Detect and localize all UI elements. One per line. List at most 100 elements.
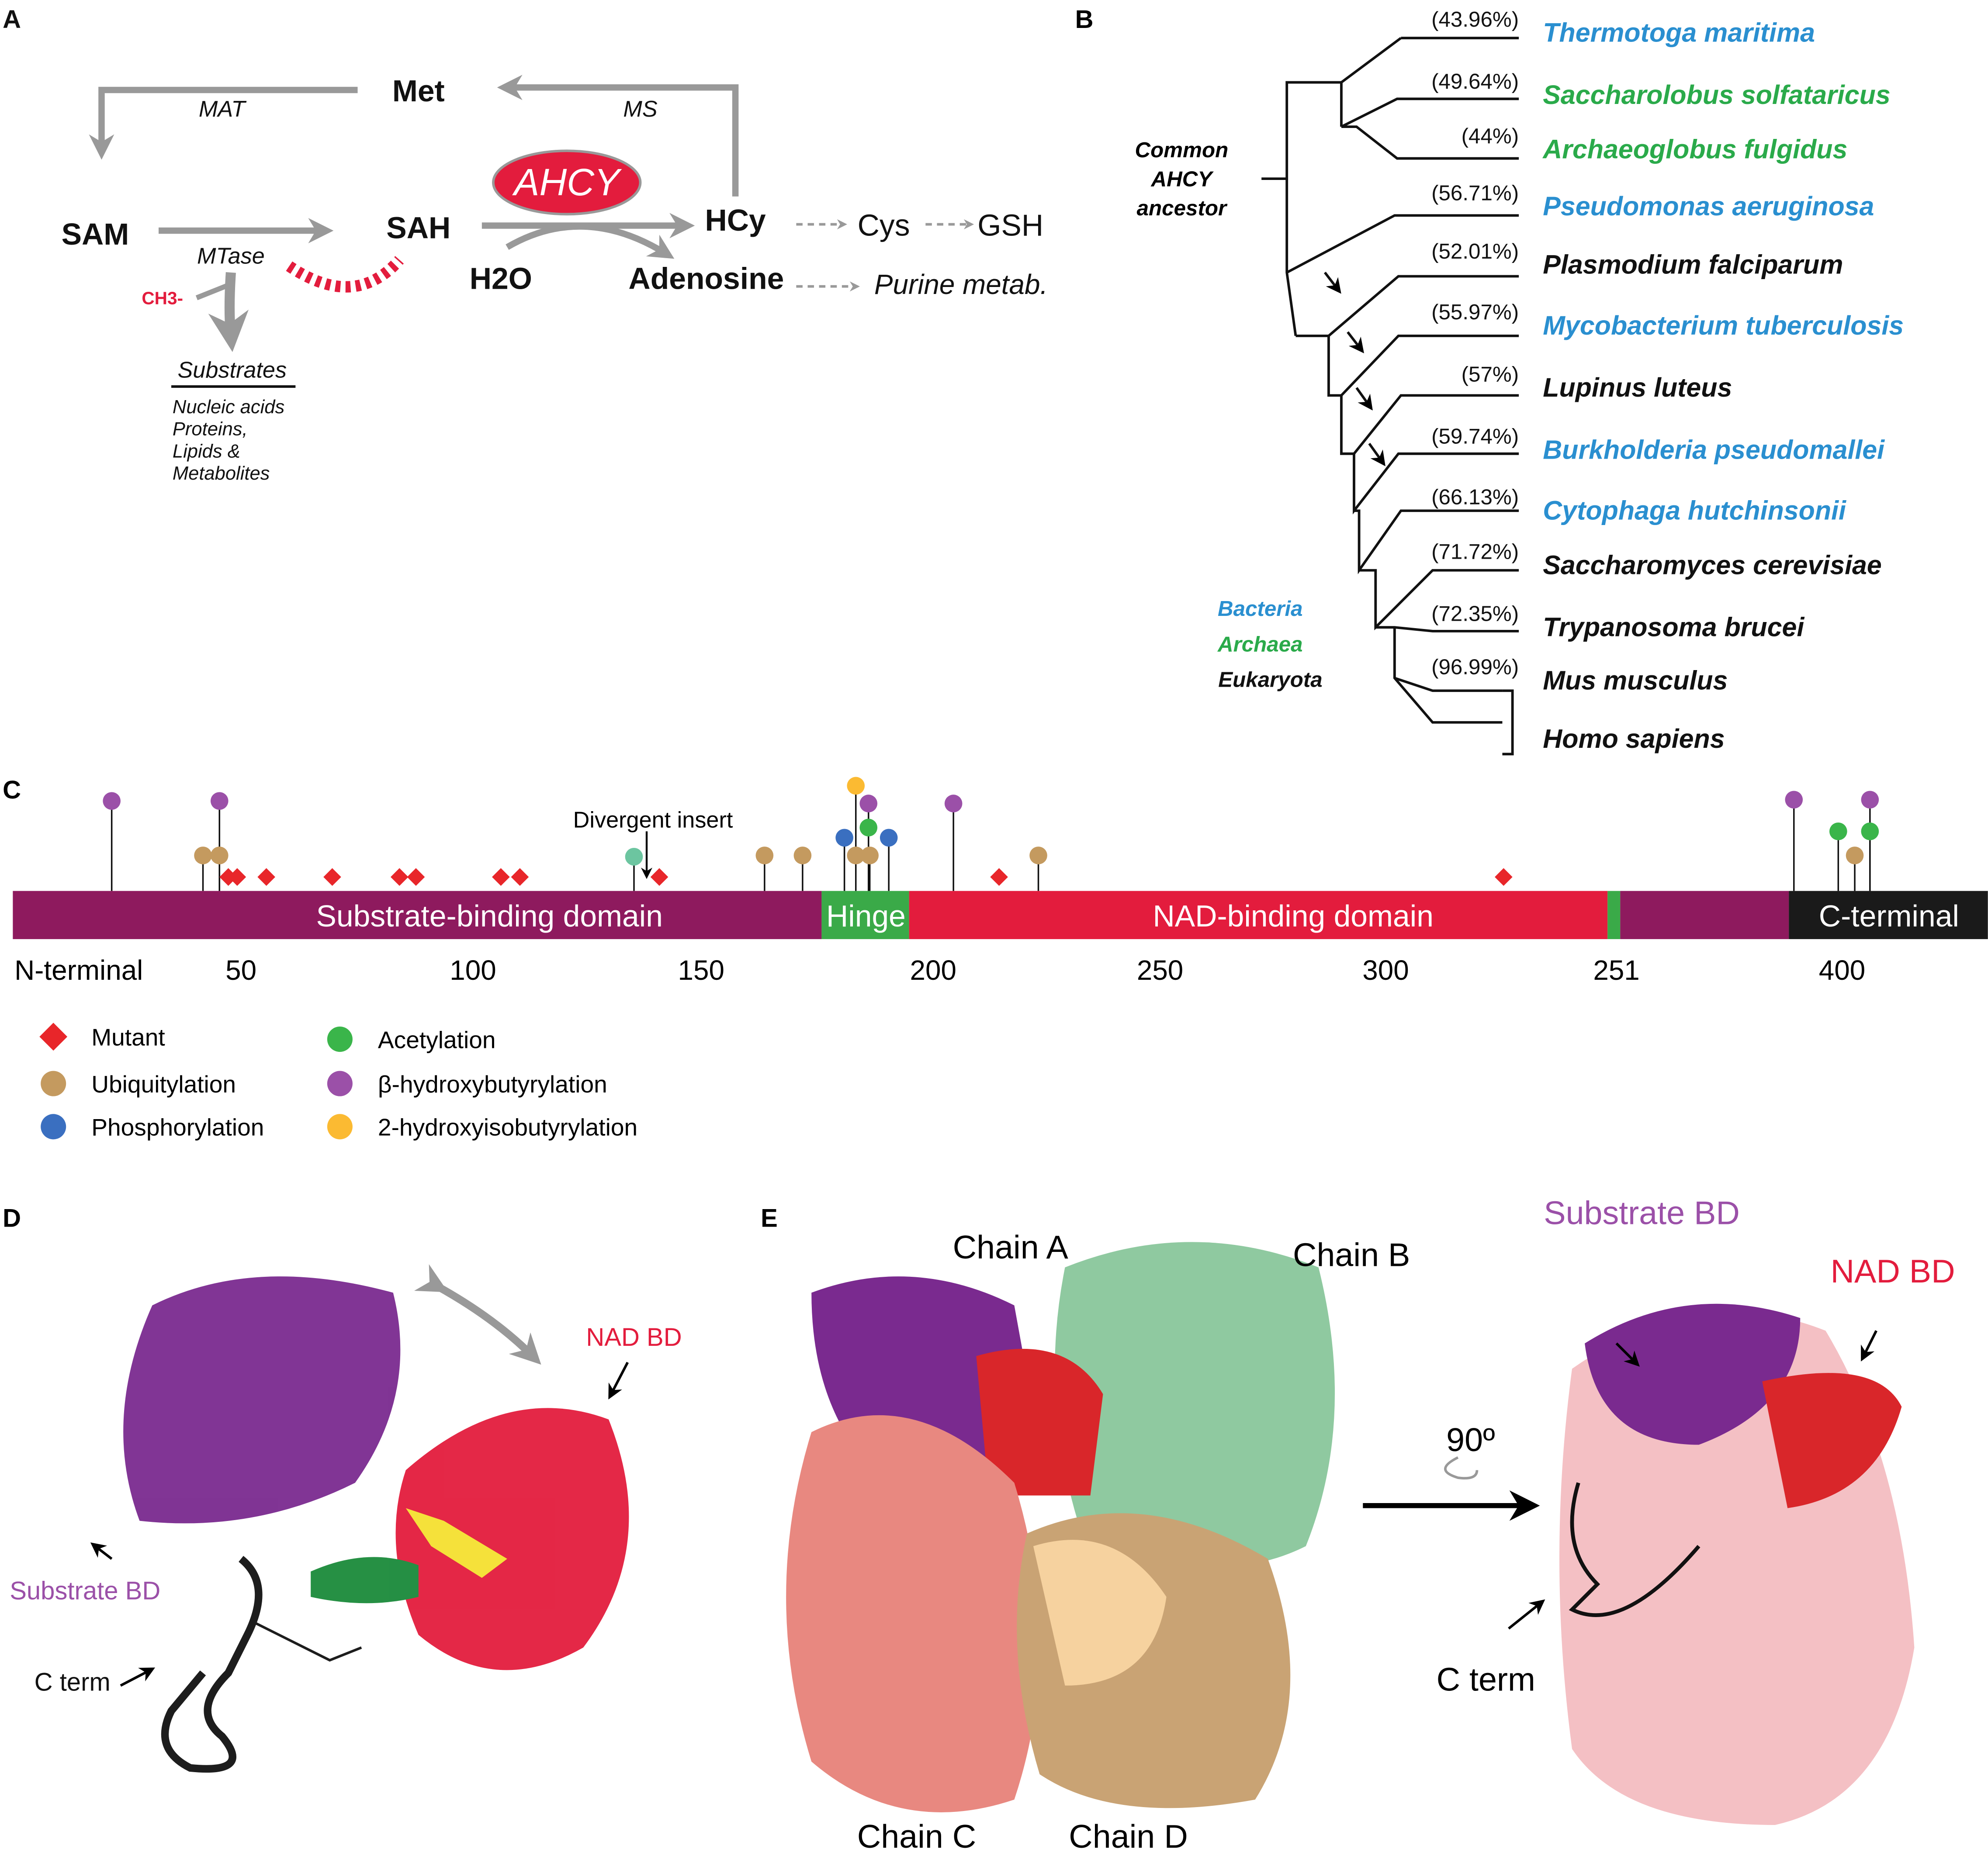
panel-a: A AHCY Met MAT MS SAM SAH HCy Cys GSH MT… bbox=[3, 5, 1048, 484]
species: Pseudomonas aeruginosa bbox=[1543, 191, 1874, 221]
metabolite: Met bbox=[392, 74, 445, 108]
site bbox=[847, 777, 865, 795]
legend-marker bbox=[41, 1114, 66, 1140]
panel-c: C Divergent insert Substrate-binding dom… bbox=[3, 776, 1988, 1141]
axis-label: 50 bbox=[225, 954, 256, 986]
panel-b: B Common AHCY ancestor Thermotoga maritima… bbox=[1075, 5, 1904, 756]
legend-marker bbox=[327, 1114, 353, 1140]
mutant-site bbox=[323, 868, 341, 886]
site bbox=[1829, 822, 1847, 840]
panel-e: E Chain A Chain B Chain C Chain D 90º Subst… bbox=[761, 1195, 1955, 1855]
terminus-label: C term bbox=[35, 1668, 111, 1696]
mutant-site bbox=[407, 868, 425, 886]
domain bbox=[821, 891, 909, 939]
panel-label: A bbox=[3, 5, 21, 34]
axis-label: 100 bbox=[450, 954, 496, 986]
legend-label: β-hydroxybutyrylation bbox=[378, 1071, 607, 1098]
annotation: Divergent insert bbox=[573, 808, 733, 833]
site bbox=[210, 847, 229, 864]
enzyme: MAT bbox=[199, 97, 246, 122]
enzyme-label: AHCY bbox=[512, 161, 622, 204]
terminus-label: C term bbox=[1437, 1661, 1535, 1697]
site bbox=[755, 847, 774, 864]
legend-label: 2-hydroxyisobutyrylation bbox=[378, 1114, 637, 1141]
domain-label: NAD-binding domain bbox=[1153, 899, 1434, 933]
species: Mus musculus bbox=[1543, 665, 1728, 695]
tetramer-structure bbox=[786, 1242, 1915, 1825]
domain-label: Substrate BD bbox=[10, 1577, 160, 1605]
mutant-site bbox=[492, 868, 510, 886]
legend-entry: Archaea bbox=[1217, 632, 1303, 656]
mutant-site bbox=[257, 868, 275, 886]
identity: (96.99%) bbox=[1431, 655, 1519, 679]
axis-label: N-terminal bbox=[14, 954, 143, 986]
metabolite: Adenosine bbox=[628, 262, 784, 296]
substrate: Nucleic acids bbox=[173, 397, 284, 418]
pathway-arrows bbox=[89, 75, 739, 352]
domain bbox=[1789, 891, 1988, 939]
legend-marker bbox=[39, 1023, 68, 1051]
metabolite: Cys bbox=[858, 208, 910, 242]
domain-label: C-terminal bbox=[1819, 899, 1959, 933]
axis-label: 400 bbox=[1819, 954, 1865, 986]
site bbox=[1846, 847, 1864, 864]
identity: (52.01%) bbox=[1431, 239, 1519, 263]
legend-entry: Bacteria bbox=[1218, 597, 1303, 621]
mutant-site bbox=[511, 868, 529, 886]
identity: (43.96%) bbox=[1431, 7, 1519, 31]
site bbox=[210, 792, 229, 810]
legend-label: Mutant bbox=[91, 1024, 165, 1051]
mutant-site bbox=[990, 868, 1008, 886]
legend-marker bbox=[327, 1071, 353, 1096]
substrate: Proteins, bbox=[173, 419, 248, 440]
panel-label: E bbox=[761, 1204, 778, 1233]
ancestor-label: ancestor bbox=[1137, 196, 1228, 220]
site bbox=[835, 829, 853, 847]
legend-label: Phosphorylation bbox=[91, 1114, 264, 1141]
axis-label: 200 bbox=[910, 954, 956, 986]
identity: (44%) bbox=[1462, 124, 1519, 148]
species: Trypanosoma brucei bbox=[1543, 612, 1804, 642]
substrate: Lipids & bbox=[173, 441, 240, 462]
chain-label: Chain C bbox=[857, 1818, 976, 1855]
legend-entry: Eukaryota bbox=[1218, 668, 1322, 692]
enzyme: MTase bbox=[197, 243, 265, 269]
site bbox=[1861, 791, 1879, 809]
axis-label: 300 bbox=[1362, 954, 1409, 986]
mutant-site bbox=[650, 868, 668, 886]
chain-label: Chain B bbox=[1293, 1236, 1410, 1273]
substrates-title: Substrates bbox=[177, 358, 287, 383]
protein-structure bbox=[123, 1276, 629, 1773]
enzyme: MS bbox=[623, 97, 657, 122]
species: Saccharomyces cerevisiae bbox=[1543, 550, 1881, 580]
ancestor-label: AHCY bbox=[1150, 167, 1214, 191]
identity: (59.74%) bbox=[1431, 424, 1519, 448]
domain-label: Hinge bbox=[826, 899, 906, 933]
axis-label: 150 bbox=[678, 954, 724, 986]
identity: (49.64%) bbox=[1431, 69, 1519, 93]
domain bbox=[1607, 891, 1621, 939]
identity: (55.97%) bbox=[1431, 300, 1519, 324]
metabolite: GSH bbox=[977, 208, 1043, 242]
site bbox=[793, 847, 812, 864]
axis-label: 251 bbox=[1593, 954, 1639, 986]
site bbox=[625, 848, 643, 866]
tree bbox=[1261, 37, 1519, 756]
species: Cytophaga hutchinsonii bbox=[1543, 496, 1846, 525]
mutant-site bbox=[228, 868, 246, 886]
metabolite: HCy bbox=[705, 203, 766, 237]
identity: (57%) bbox=[1462, 362, 1519, 386]
domain bbox=[13, 891, 822, 939]
axis-label: 250 bbox=[1137, 954, 1183, 986]
site bbox=[1861, 822, 1879, 840]
site bbox=[859, 819, 878, 836]
pathway: Purine metab. bbox=[874, 269, 1048, 300]
site bbox=[944, 795, 963, 812]
species: Burkholderia pseudomallei bbox=[1543, 435, 1885, 464]
mutant-site bbox=[1495, 868, 1513, 886]
legend-marker bbox=[327, 1027, 353, 1052]
domain-label: NAD BD bbox=[1831, 1253, 1955, 1289]
site bbox=[1785, 791, 1803, 809]
site bbox=[859, 795, 878, 812]
